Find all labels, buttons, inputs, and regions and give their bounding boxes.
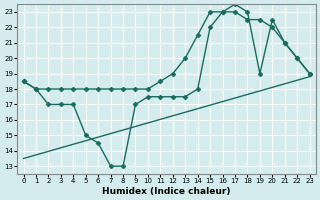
X-axis label: Humidex (Indice chaleur): Humidex (Indice chaleur)	[102, 187, 231, 196]
